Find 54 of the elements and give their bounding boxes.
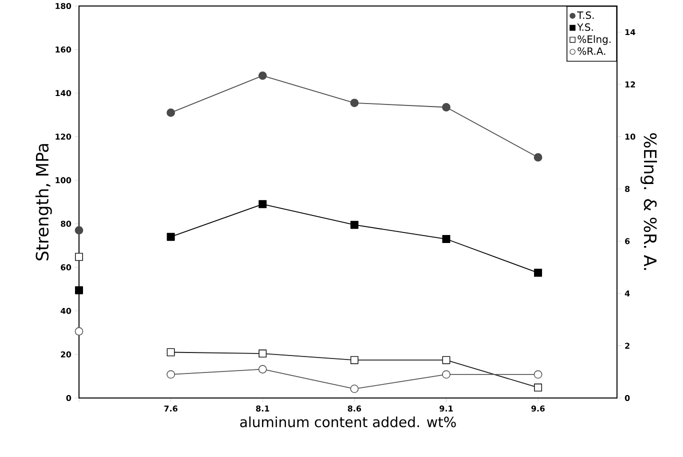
- y2-tick-label: 14: [625, 29, 636, 36]
- x-tick-label: 7.6: [164, 406, 178, 412]
- point: [258, 71, 267, 80]
- y2-tick-label: 2: [625, 342, 630, 349]
- point: [258, 365, 267, 374]
- legend-label: %R.A.: [578, 47, 606, 55]
- legend-label: Y.S.: [577, 23, 593, 31]
- y-tick-label: 20: [60, 351, 72, 358]
- x-tick-label: 8.1: [256, 406, 270, 412]
- point: [350, 356, 358, 364]
- x-tick-label: 9.1: [440, 406, 453, 412]
- point: [350, 220, 358, 229]
- point: [166, 370, 176, 379]
- y-tick-label: 80: [60, 220, 72, 227]
- point: [75, 252, 84, 261]
- point: [442, 370, 450, 379]
- legend-label: T.S.: [577, 11, 594, 19]
- y2-tick-label: 4: [624, 290, 630, 296]
- y-tick-label: 180: [56, 2, 72, 10]
- x-tick-label: 9.6: [531, 406, 545, 412]
- x-axis-title: aluminum content added. wt%: [240, 416, 456, 428]
- x-tick-label: 8.6: [348, 406, 362, 412]
- y-tick-label: 140: [56, 90, 72, 96]
- point: [74, 226, 84, 234]
- y-tick-label: 160: [56, 46, 72, 53]
- point: [75, 286, 84, 294]
- point: [442, 356, 450, 364]
- y2-tick-label: 8: [625, 186, 630, 192]
- point: [258, 350, 267, 358]
- point: [166, 232, 175, 241]
- y-axis-title: Strength, MPa: [35, 144, 52, 260]
- point: [534, 370, 542, 379]
- y-tick-label: 0: [66, 394, 72, 402]
- point: [74, 327, 84, 336]
- y-tick-label: 60: [60, 264, 72, 270]
- point: [534, 268, 542, 277]
- y2-tick-label: 10: [625, 134, 636, 140]
- y2-tick-label: 0: [624, 394, 630, 402]
- point: [350, 384, 359, 394]
- y-tick-label: 100: [56, 177, 72, 184]
- point: [350, 98, 359, 108]
- point: [534, 384, 542, 392]
- y2-axis-title: %Elng. & %R. A.: [640, 133, 657, 270]
- point: [442, 103, 450, 112]
- point: [534, 153, 542, 162]
- legend-label: %Elng.: [578, 35, 611, 45]
- y2-tick-label: 12: [625, 81, 635, 88]
- point: [166, 348, 175, 356]
- point: [442, 235, 450, 244]
- y-tick-label: 120: [56, 134, 72, 140]
- point: [166, 108, 176, 117]
- y-tick-label: 40: [60, 308, 72, 314]
- point: [258, 200, 267, 208]
- y2-tick-label: 6: [625, 238, 630, 244]
